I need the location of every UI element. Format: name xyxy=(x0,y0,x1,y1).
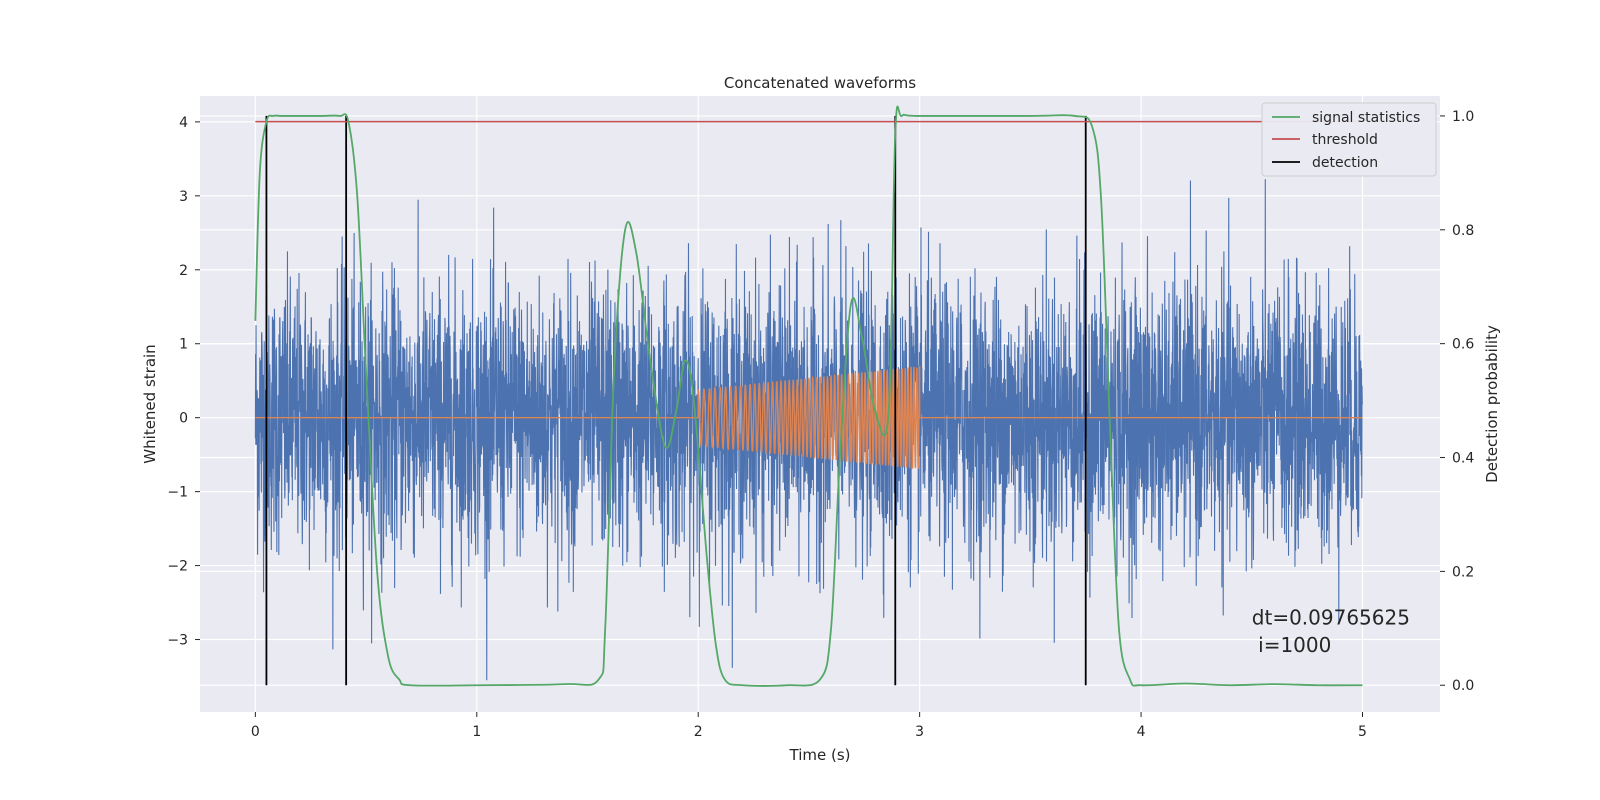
strain-line xyxy=(254,179,1363,681)
y-tick-label: 4 xyxy=(179,115,188,131)
injected-waveform xyxy=(255,365,1363,469)
y-tick-label: −2 xyxy=(167,559,188,575)
y2-axis-label: Detection probability xyxy=(1483,325,1501,483)
chart-title: Concatenated waveforms xyxy=(724,74,916,92)
signal-statistics-series xyxy=(254,105,1363,687)
y-tick-label: 0 xyxy=(179,411,188,427)
y-tick-label: 2 xyxy=(179,263,188,279)
injected-line xyxy=(255,365,1363,469)
x-axis-label: Time (s) xyxy=(789,746,851,764)
y2-tick-label: 1.0 xyxy=(1452,109,1474,125)
detection-lines xyxy=(265,115,1087,686)
legend-label-threshold: threshold xyxy=(1312,132,1378,148)
y2-tick-label: 0.6 xyxy=(1452,337,1474,353)
x-axis: 0 1 2 3 4 5 xyxy=(251,712,1367,740)
y2-tick-label: 0.0 xyxy=(1452,678,1474,694)
annotation-i: i=1000 xyxy=(1252,633,1332,657)
y2-tick-label: 0.8 xyxy=(1452,223,1474,239)
legend-label-signal-statistics: signal statistics xyxy=(1312,110,1420,126)
x-tick-label: 2 xyxy=(694,724,703,740)
x-tick-label: 3 xyxy=(915,724,924,740)
strain-series xyxy=(254,179,1363,681)
signal-statistics-line xyxy=(254,105,1363,687)
y2-tick-label: 0.4 xyxy=(1452,451,1474,467)
legend-label-detection: detection xyxy=(1312,155,1378,171)
annotation-dt: dt=0.09765625 xyxy=(1252,606,1410,630)
y-tick-label: 3 xyxy=(179,189,188,205)
legend-box xyxy=(1261,102,1437,177)
y-axis-label: Whitened strain xyxy=(141,344,159,463)
y-tick-label: −1 xyxy=(167,485,188,501)
x-tick-label: 0 xyxy=(251,724,260,740)
y-axis-left: −3 −2 −1 0 1 2 3 4 xyxy=(167,115,200,649)
y2-tick-label: 0.2 xyxy=(1452,564,1474,580)
x-tick-label: 5 xyxy=(1358,724,1367,740)
x-tick-label: 1 xyxy=(472,724,481,740)
legend: signal statistics threshold detection xyxy=(1261,102,1437,177)
y-tick-label: −3 xyxy=(167,633,188,649)
y-axis-right: 0.0 0.2 0.4 0.6 0.8 1.0 xyxy=(1440,109,1474,694)
annotation: dt=0.09765625 i=1000 xyxy=(1252,606,1410,657)
x-tick-label: 4 xyxy=(1137,724,1146,740)
y-tick-label: 1 xyxy=(179,337,188,353)
